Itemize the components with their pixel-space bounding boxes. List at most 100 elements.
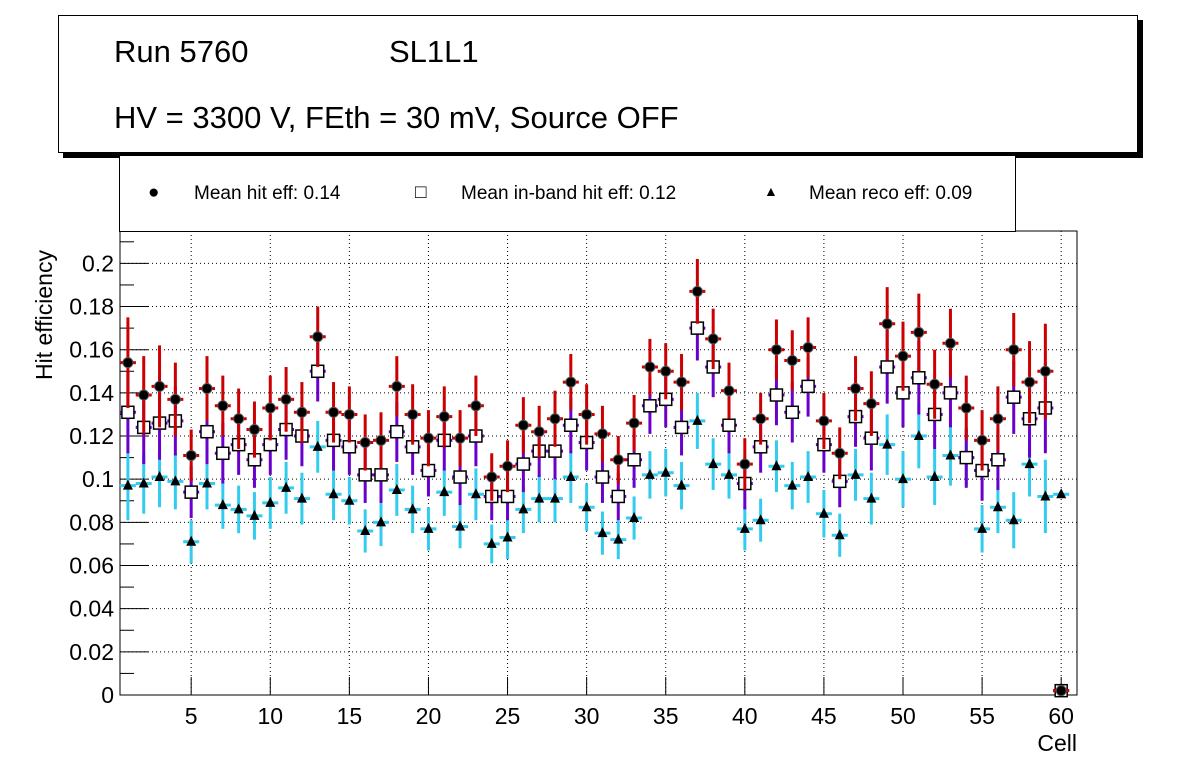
x-tick-label: 50 [890,703,916,729]
reco-eff-point [312,440,323,451]
hit-eff-point [660,365,672,377]
y-tick-label: 0.08 [69,509,114,535]
hit-eff-point [944,337,956,349]
x-tick-label: 10 [257,703,283,729]
reco-eff-point [281,481,292,492]
hit-eff-point [407,408,419,420]
inband-eff-point [184,485,198,499]
reco-eff-point [344,494,355,505]
inband-eff-point [595,470,610,484]
inband-eff-point [880,360,894,374]
inband-eff-point [342,440,357,454]
hit-eff-point [960,402,972,414]
inband-eff-point [121,405,135,420]
conditions-label: HV = 3300 V, FEth = 30 mV, Source OFF [114,100,679,135]
hit-eff-point [865,398,877,410]
reco-eff-point [977,522,988,533]
hit-eff-point [296,406,308,418]
reco-eff-point [676,479,687,490]
hit-eff-point [1024,376,1036,388]
reco-eff-point [360,524,371,535]
inband-eff-point [374,468,388,482]
hit-eff-point [755,413,767,425]
inband-eff-point [690,321,705,335]
reco-eff-point [217,499,228,510]
x-axis-label: Cell [1037,730,1077,756]
reco-eff-point [771,460,782,471]
reco-eff-point [138,477,149,488]
reco-eff-point [992,501,1003,512]
hit-eff-point [612,454,624,466]
hit-eff-point [976,434,988,446]
hit-eff-point [596,428,608,440]
legend-entry-reco: Mean reco eff: 0.09 [809,183,973,204]
reco-eff-point [1008,514,1019,525]
hit-eff-point [122,357,134,369]
hit-eff-point [517,419,529,431]
x-tick-label: 35 [653,703,679,729]
reco-eff-point [502,531,513,542]
circle-marker-icon: ● [148,182,160,203]
inband-eff-point [263,437,278,452]
x-tick-label: 45 [811,703,837,729]
x-tick-label: 5 [185,703,198,729]
inband-eff-point [943,386,958,400]
inband-eff-point [643,399,657,413]
reco-eff-point [850,468,861,479]
inband-eff-point [516,457,531,471]
y-tick-label: 0.16 [69,337,114,363]
inband-eff-point [358,468,372,482]
inband-eff-point [611,489,626,504]
reco-eff-point [581,501,592,512]
reco-eff-point [644,468,655,479]
x-tick-label: 60 [1048,703,1074,729]
inband-eff-point [421,463,436,478]
reco-eff-point [866,492,877,503]
hit-eff-point [1039,365,1051,377]
reco-eff-point [803,471,814,482]
reco-eff-point [613,533,624,544]
run-label: Run 5760 [114,34,249,69]
hit-eff-point [391,380,403,392]
hit-eff-point [739,458,751,470]
hit-eff-point [533,426,545,438]
hit-eff-point [422,432,434,444]
hit-eff-point [1055,685,1067,697]
triangle-marker-icon: ▲ [764,183,778,199]
hit-eff-point [502,460,514,472]
reco-eff-point [170,475,181,486]
inband-eff-point [216,446,230,461]
reco-eff-point [233,503,244,514]
inband-eff-point [564,418,578,432]
reco-eff-point [202,477,212,488]
inband-eff-point [991,453,1005,467]
hit-eff-point [834,447,846,459]
reco-eff-point [265,496,276,507]
hit-eff-point [328,406,340,418]
hit-eff-point [486,471,498,483]
reco-eff-point [834,529,845,540]
reco-eff-point [534,492,545,503]
hit-eff-point [438,411,450,423]
reco-eff-point [439,486,450,497]
reco-eff-point [755,514,766,525]
hit-eff-point [1008,344,1020,356]
y-tick-label: 0.1 [82,466,114,492]
hit-eff-point [992,413,1004,425]
hit-eff-point [929,378,941,390]
inband-eff-point [310,364,325,379]
reco-eff-point [565,471,576,482]
legend-entry-hit: Mean hit eff: 0.14 [194,183,341,204]
inband-eff-point [959,450,974,465]
hit-eff-point [154,380,166,392]
inband-eff-point [912,371,926,385]
hit-eff-point [375,434,387,446]
hit-eff-point [676,376,688,388]
hit-eff-point [169,393,181,405]
reco-eff-point [455,520,466,531]
inband-eff-point [769,388,784,402]
hit-eff-point [359,436,371,448]
hit-eff-point [470,400,482,412]
inband-eff-point [500,489,515,504]
